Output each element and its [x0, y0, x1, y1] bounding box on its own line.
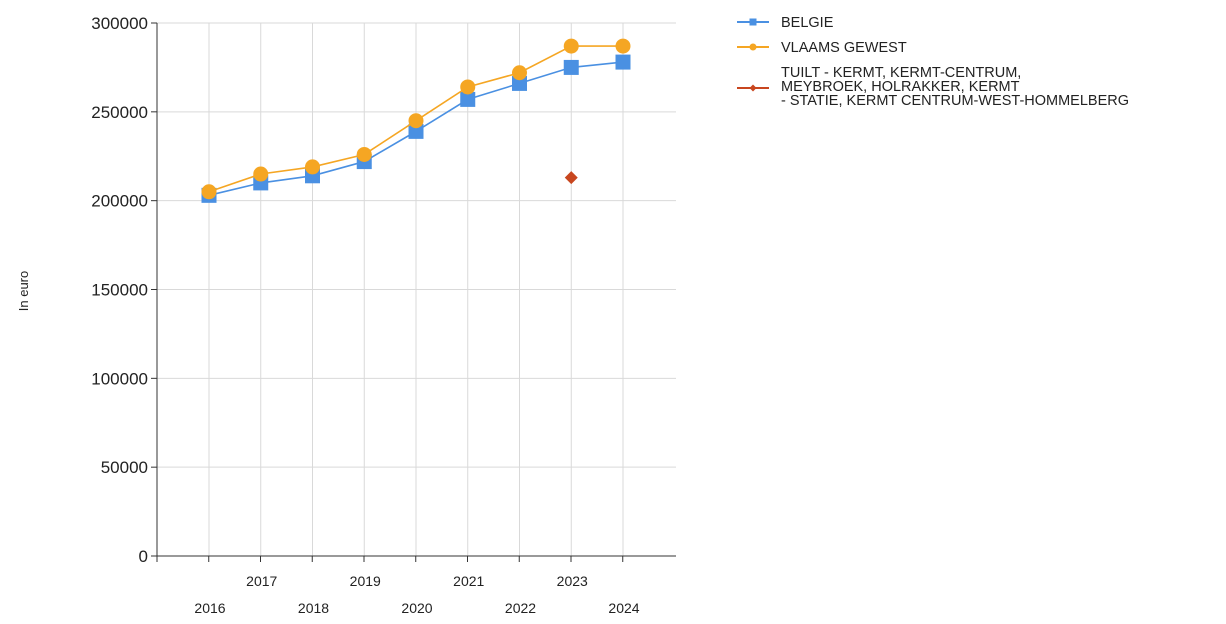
legend: BELGIE VLAAMS GEWEST TUILT - KERMT, KERMT-… [737, 15, 1129, 109]
data-point[interactable] [460, 79, 476, 95]
x-tick-label: 2016 [194, 600, 225, 616]
data-point[interactable] [563, 38, 579, 54]
y-tick-label: 150000 [91, 281, 148, 300]
data-point[interactable] [512, 75, 527, 91]
x-tick-label: 2019 [350, 573, 381, 589]
series-2 [564, 171, 578, 185]
series-1 [201, 38, 631, 200]
data-point[interactable] [305, 159, 320, 175]
data-point[interactable] [564, 171, 578, 185]
x-tick-label: 2023 [557, 573, 588, 589]
x-tick-label: 2021 [453, 573, 484, 589]
data-point[interactable] [201, 184, 217, 200]
x-tick-label: 2018 [298, 600, 329, 616]
legend-swatch-marker [749, 84, 757, 92]
y-tick-label: 50000 [101, 458, 148, 477]
x-tick-label: 2022 [505, 600, 536, 616]
legend-label: MEYBROEK, HOLRAKKER, KERMT [781, 79, 1020, 95]
x-tick-label: 2017 [246, 573, 277, 589]
data-point[interactable] [615, 54, 631, 70]
x-tick-label: 2020 [401, 600, 432, 616]
legend-item[interactable]: VLAAMS GEWEST [737, 40, 907, 56]
data-point[interactable] [615, 38, 631, 54]
data-point[interactable] [408, 113, 424, 129]
y-tick-label: 0 [139, 547, 148, 566]
legend-item[interactable]: BELGIE [737, 15, 834, 31]
series-layer [201, 38, 631, 203]
x-tick-label: 2024 [608, 600, 639, 616]
y-tick-label: 200000 [91, 192, 148, 211]
y-axis-label: In euro [16, 271, 31, 311]
data-point[interactable] [563, 59, 579, 75]
legend-label: TUILT - KERMT, KERMT-CENTRUM, [781, 65, 1021, 81]
legend-label: VLAAMS GEWEST [781, 40, 907, 56]
y-tick-label: 300000 [91, 14, 148, 33]
legend-item[interactable]: TUILT - KERMT, KERMT-CENTRUM,MEYBROEK, H… [737, 65, 1129, 109]
data-point[interactable] [356, 146, 372, 162]
data-point[interactable] [408, 123, 424, 139]
grid [157, 22, 676, 556]
axes: 0 50000 100000 150000 200000 250000 300000 2016… [91, 14, 676, 616]
data-point[interactable] [460, 91, 476, 107]
y-tick-label: 250000 [91, 103, 148, 122]
data-point[interactable] [253, 166, 269, 182]
data-point[interactable] [512, 65, 527, 81]
y-tick-label: 100000 [91, 369, 148, 388]
legend-label: BELGIE [781, 15, 834, 31]
legend-swatch-marker [749, 43, 757, 51]
legend-swatch-marker [749, 18, 757, 26]
legend-label: - STATIE, KERMT CENTRUM-WEST-HOMMELBERG [781, 93, 1129, 109]
